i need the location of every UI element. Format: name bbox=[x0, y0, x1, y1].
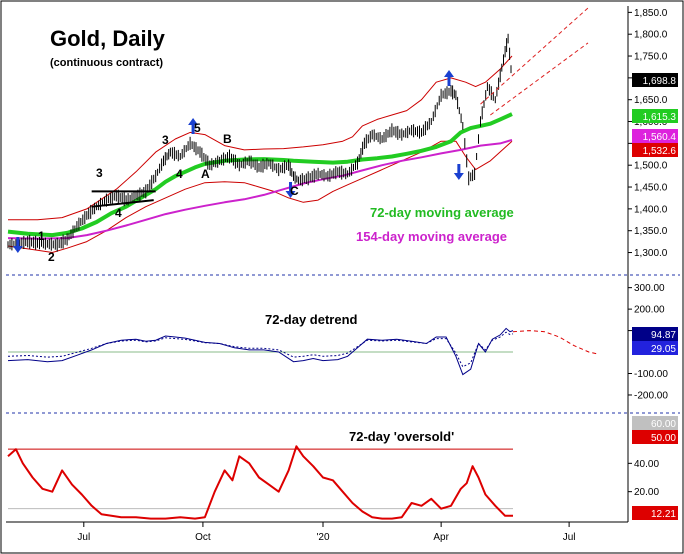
price-y-tick-label: 1,400.0 bbox=[634, 204, 668, 215]
price-y-tick-label: 1,450.0 bbox=[634, 183, 668, 194]
chart-subtitle: (continuous contract) bbox=[50, 57, 163, 69]
detrend-title: 72-day detrend bbox=[265, 312, 358, 327]
detrend-box-1: 94.87 bbox=[632, 327, 678, 341]
price-box-2: 1,615.3 bbox=[632, 109, 678, 123]
svg-text:12.21: 12.21 bbox=[651, 509, 676, 520]
ma154-annotation: 154-day moving average bbox=[356, 229, 507, 244]
svg-text:1,698.8: 1,698.8 bbox=[643, 76, 677, 87]
detrend-line bbox=[7, 327, 514, 376]
oversold-box-60: 60.00 bbox=[632, 416, 678, 430]
wave-label-2: 2 bbox=[48, 250, 55, 264]
x-tick-label: Apr bbox=[433, 532, 449, 543]
cycle-arrow-4-head bbox=[444, 70, 455, 77]
oversold-title: 72-day 'oversold' bbox=[349, 429, 454, 444]
wave-label-4: 4 bbox=[176, 167, 183, 181]
oversold-y-tick-label: 20.00 bbox=[634, 487, 659, 498]
upper-band-line bbox=[8, 55, 513, 221]
price-box-3: 1,560.4 bbox=[632, 129, 678, 143]
oversold-box-current: 12.21 bbox=[632, 506, 678, 520]
ma154-line bbox=[7, 138, 513, 240]
ma72-annotation: 72-day moving average bbox=[370, 205, 514, 220]
x-tick-label: Oct bbox=[195, 532, 211, 543]
price-y-tick-label: 1,650.0 bbox=[634, 95, 668, 106]
price-panel bbox=[7, 7, 589, 253]
oversold-y-tick-label: 40.00 bbox=[634, 459, 659, 470]
wave-label-c: C bbox=[290, 184, 299, 198]
cycle-arrow-1-head bbox=[12, 246, 23, 253]
oversold-panel bbox=[7, 445, 513, 520]
wave-label-sub4: 4 bbox=[115, 206, 122, 220]
wave-label-5: 5 bbox=[194, 121, 201, 135]
detrend-box-2: 29.05 bbox=[632, 341, 678, 355]
price-y-tick-label: 1,800.0 bbox=[634, 30, 668, 41]
svg-text:29.05: 29.05 bbox=[651, 344, 676, 355]
detrend-smooth-dotted bbox=[7, 331, 514, 368]
detrend-y-tick-label: -100.00 bbox=[634, 369, 668, 380]
detrend-panel bbox=[7, 327, 599, 376]
lower-band-line bbox=[7, 140, 513, 253]
detrend-forecast-line bbox=[512, 330, 599, 355]
svg-text:1,532.6: 1,532.6 bbox=[643, 146, 677, 157]
price-box-4: 1,532.6 bbox=[632, 143, 678, 157]
svg-text:50.00: 50.00 bbox=[651, 433, 676, 444]
price-y-tick-label: 1,750.0 bbox=[634, 52, 668, 63]
cycle-arrow-3-head bbox=[285, 191, 296, 198]
cycle-arrow-2-head bbox=[188, 118, 199, 125]
wave-label-b: B bbox=[223, 132, 232, 146]
oversold-box-50: 50.00 bbox=[632, 430, 678, 444]
price-y-tick-label: 1,350.0 bbox=[634, 226, 668, 237]
price-y-tick-label: 1,850.0 bbox=[634, 8, 668, 19]
price-y-tick-label: 1,300.0 bbox=[634, 248, 668, 259]
price-box-1: 1,698.8 bbox=[632, 73, 678, 87]
svg-text:1,560.4: 1,560.4 bbox=[643, 132, 677, 143]
detrend-y-tick-label: 300.00 bbox=[634, 283, 665, 294]
wave-label-a: A bbox=[201, 167, 210, 181]
wave-label-3: 3 bbox=[162, 133, 169, 147]
x-tick-label: '20 bbox=[316, 532, 329, 543]
price-y-tick-label: 1,500.0 bbox=[634, 161, 668, 172]
triangle-lower-line bbox=[91, 199, 154, 208]
x-tick-label: Jul bbox=[563, 532, 576, 543]
chart-title: Gold, Daily bbox=[50, 26, 166, 51]
svg-text:60.00: 60.00 bbox=[651, 419, 676, 430]
wave-label-sub3: 3 bbox=[96, 166, 103, 180]
oversold-line bbox=[7, 445, 513, 520]
wave-label-1: 1 bbox=[38, 229, 45, 243]
svg-text:94.87: 94.87 bbox=[651, 330, 676, 341]
channel-upper-dashed bbox=[480, 7, 589, 105]
svg-text:1,615.3: 1,615.3 bbox=[643, 112, 677, 123]
detrend-y-tick-label: 200.00 bbox=[634, 305, 665, 316]
detrend-y-tick-label: -200.00 bbox=[634, 390, 668, 401]
x-tick-label: Jul bbox=[77, 532, 90, 543]
ma72-line bbox=[7, 112, 513, 238]
cycle-arrow-5-head bbox=[453, 173, 464, 180]
channel-lower-dashed bbox=[490, 42, 589, 116]
